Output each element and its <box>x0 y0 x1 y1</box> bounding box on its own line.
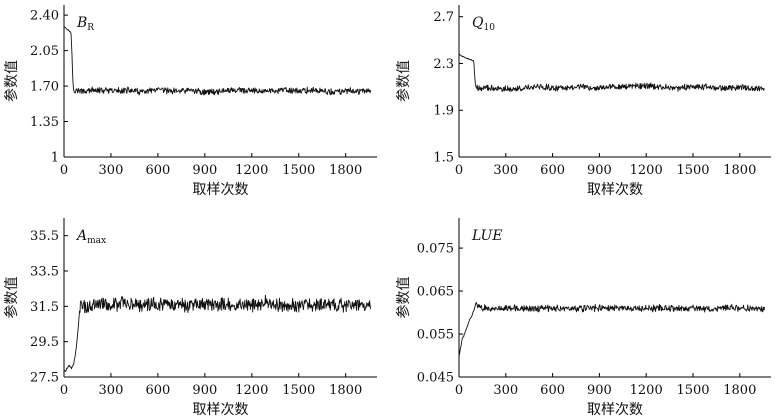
y-tick-label: 1.9 <box>433 104 454 119</box>
x-tick-label: 0 <box>60 383 68 398</box>
y-axis-label: 参数值 <box>3 277 20 319</box>
panel-title: Amax <box>75 228 106 246</box>
y-tick-label: 35.5 <box>30 229 59 244</box>
y-axis-label: 参数值 <box>395 60 412 102</box>
x-tick-label: 1800 <box>329 383 362 398</box>
chart-panel-br: 0 300 600 900 1200 1500 1800 1 1.35 1.70 2.05 2.40 取… <box>3 5 377 198</box>
y-tick-label: 2.3 <box>433 57 454 72</box>
y-tick-label: 0.065 <box>417 285 454 300</box>
y-tick-label: 2.05 <box>30 44 59 59</box>
x-axis-label: 取样次数 <box>193 402 249 418</box>
x-tick-label: 1200 <box>235 163 268 178</box>
x-tick-label: 900 <box>587 383 612 398</box>
series-line <box>458 53 765 93</box>
x-tick-label: 600 <box>540 383 565 398</box>
series-line <box>63 26 372 96</box>
y-tick-label: 0.055 <box>417 328 454 343</box>
y-tick-label: 31.5 <box>30 300 59 315</box>
y-tick-label: 29.5 <box>30 335 59 350</box>
x-tick-label: 1800 <box>723 163 756 178</box>
x-tick-label: 1500 <box>282 383 315 398</box>
y-tick-label: 1.70 <box>30 80 59 95</box>
x-axis-label: 取样次数 <box>587 402 643 418</box>
chart-panel-amax: 0 300 600 900 1200 1500 1800 27.5 29.5 31.5 33.5 35… <box>3 218 377 418</box>
x-tick-label: 1800 <box>329 163 362 178</box>
y-axis-label: 参数值 <box>3 60 20 102</box>
chart-panel-q10: 0 300 600 900 1200 1500 1800 1.5 1.9 2.3 2.7 取样次数 参数… <box>395 5 771 198</box>
y-tick-label: 0.075 <box>417 242 454 257</box>
x-axis-label: 取样次数 <box>193 182 249 198</box>
x-tick-label: 300 <box>99 163 124 178</box>
x-tick-label: 0 <box>60 163 68 178</box>
y-axis-label: 参数值 <box>395 277 412 319</box>
x-tick-label: 1500 <box>676 383 709 398</box>
chart-panel-lue: 0 300 600 900 1200 1500 1800 0.045 0.055 0.065 0.0… <box>395 218 771 418</box>
x-tick-label: 300 <box>99 383 124 398</box>
x-tick-label: 900 <box>192 383 217 398</box>
x-tick-label: 600 <box>145 163 170 178</box>
x-tick-label: 0 <box>455 163 463 178</box>
x-tick-label: 600 <box>540 163 565 178</box>
x-tick-label: 0 <box>455 383 463 398</box>
y-tick-label: 1.5 <box>433 151 454 166</box>
x-tick-label: 1200 <box>235 383 268 398</box>
panel-title: Q10 <box>472 15 495 33</box>
y-tick-label: 1 <box>51 151 59 166</box>
series-line <box>63 294 372 372</box>
y-tick-label: 1.35 <box>30 115 59 130</box>
panel-title: LUE <box>471 228 503 244</box>
x-tick-label: 1800 <box>723 383 756 398</box>
x-tick-label: 300 <box>493 383 518 398</box>
y-tick-label: 2.7 <box>433 10 454 25</box>
x-axis-label: 取样次数 <box>587 182 643 198</box>
y-tick-label: 33.5 <box>30 265 59 280</box>
y-tick-label: 27.5 <box>30 371 59 386</box>
x-tick-label: 1500 <box>282 163 315 178</box>
panel-title: BR <box>76 15 94 33</box>
x-tick-label: 1200 <box>630 383 663 398</box>
x-tick-label: 300 <box>493 163 518 178</box>
x-tick-label: 900 <box>192 163 217 178</box>
x-tick-label: 1500 <box>676 163 709 178</box>
x-tick-label: 600 <box>145 383 170 398</box>
x-tick-label: 1200 <box>630 163 663 178</box>
y-tick-label: 0.045 <box>417 371 454 386</box>
series-line <box>458 302 766 356</box>
x-tick-label: 900 <box>587 163 612 178</box>
y-tick-label: 2.40 <box>30 9 59 24</box>
